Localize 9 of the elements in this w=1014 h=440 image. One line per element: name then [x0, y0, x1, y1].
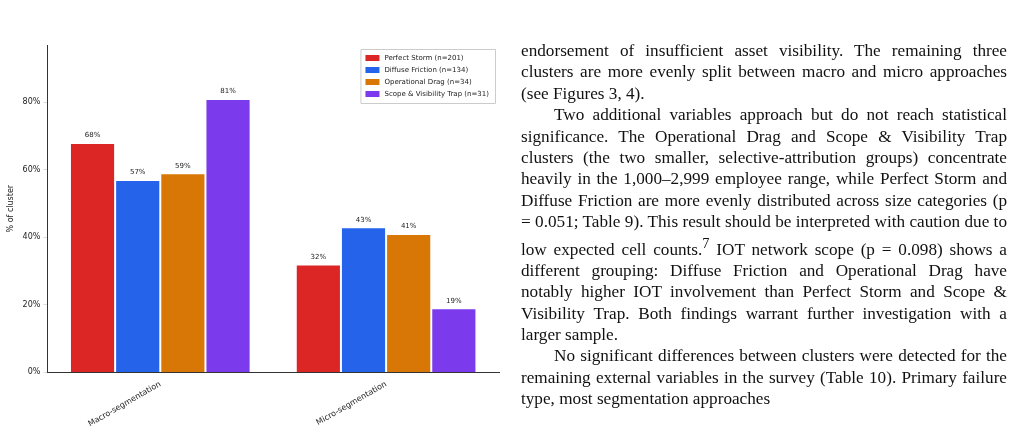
y-tick-label: 0% — [27, 367, 41, 377]
y-tick-label: 40% — [22, 232, 41, 242]
y-tick-label: 80% — [22, 97, 41, 107]
text: Two additional variables approach but do not reach statistical significance. The Operational Drag and Scope & Visibility Trap clusters (the two smaller, selective-attribution groups) concentrate heavily in the 1,000–2,999 employee range, while Perfect Storm and Diffuse Friction are more evenly distributed across size categories (p = 0.051; Table 9). This result should be interpreted with caution due to low expected cell counts.$^{7}$ IOT network scope (p = 0.098) shows a different grouping: Diffuse Friction and Operational Drag have notably higher IOT involvement than Perfect Storm and Scope & Visibility Trap. Both findings warrant further investigation with a larger sample. — [521, 105, 1007, 345]
text: No significant differences between clusters were detected for the remaining external variables in the survey (Table 10). Primary failure type, most segmentation approaches — [521, 345, 1007, 410]
y-tick-label: 20% — [22, 299, 41, 309]
y-axis-title: % of cluster — [5, 184, 15, 233]
text: endorsement of insufficient asset visibility. The remaining three clusters are more evenly split between macro and micro approaches (see Figures 3, 4). — [521, 40, 1007, 105]
y-tick-label: 60% — [22, 164, 41, 174]
